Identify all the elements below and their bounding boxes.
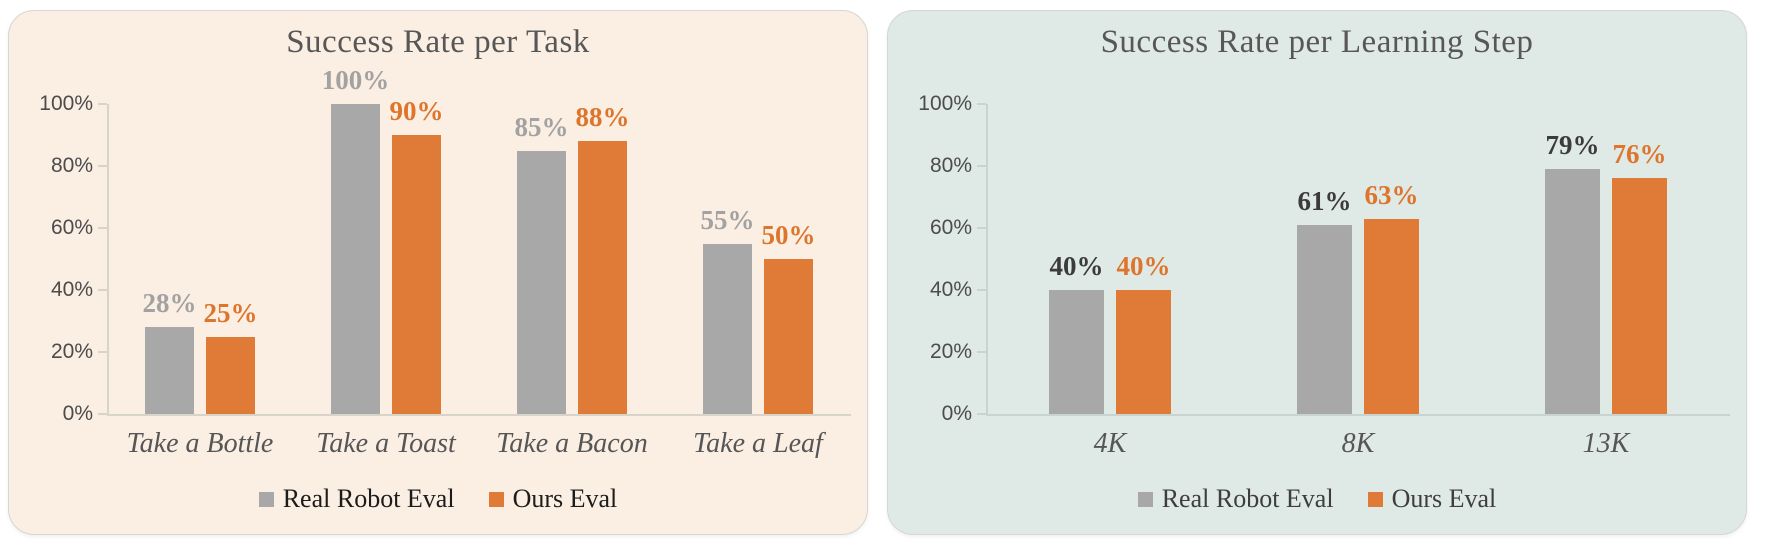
bar-ours-eval	[764, 259, 813, 414]
y-tick-mark	[98, 103, 107, 105]
y-tick-label: 20%	[929, 340, 972, 363]
x-category-label: Take a Toast	[316, 428, 456, 459]
y-tick-label: 20%	[50, 340, 93, 363]
bar-ours-eval	[1612, 178, 1667, 414]
y-tick-label: 40%	[50, 278, 93, 301]
y-tick-mark	[98, 227, 107, 229]
x-axis-line	[107, 414, 851, 416]
legend-marker-real-robot-eval	[1137, 491, 1153, 507]
y-tick-mark	[98, 351, 107, 353]
y-tick-label: 60%	[50, 216, 93, 239]
x-category-label: 4K	[1093, 428, 1127, 459]
bar-ours-eval	[1364, 218, 1419, 414]
y-tick-mark	[98, 413, 107, 415]
bar-value-label: 85%	[514, 111, 569, 142]
bar-real-robot-eval	[1545, 169, 1600, 414]
x-category-label: Take a Bacon	[496, 428, 648, 459]
x-category-label: 13K	[1582, 428, 1630, 459]
y-axis-line	[986, 104, 988, 414]
legend-marker-ours-eval	[488, 491, 504, 507]
bar-real-robot-eval	[331, 104, 380, 414]
bar-value-label: 76%	[1612, 139, 1667, 170]
x-category-label: Take a Leaf	[693, 428, 823, 459]
bar-value-label: 100%	[321, 65, 390, 95]
legend-item-real-robot-eval: Real Robot Eval	[258, 484, 455, 513]
panel-success-rate-per-task: Success Rate per Task 100% 80% 60% 40% 20% 0%…	[8, 10, 868, 535]
bar-real-robot-eval	[145, 327, 194, 414]
bar-value-label: 50%	[761, 220, 816, 250]
bar-value-label: 55%	[700, 204, 755, 235]
y-tick-mark	[98, 165, 107, 167]
bar-ours-eval	[1116, 290, 1171, 414]
y-axis-line	[107, 104, 109, 414]
bar-value-label: 40%	[1049, 251, 1104, 281]
y-tick-label: 0%	[62, 402, 93, 425]
y-tick-label: 100%	[39, 92, 93, 115]
y-tick-mark	[977, 103, 986, 105]
legend-label: Ours Eval	[1391, 484, 1497, 513]
legend: Real Robot Eval Ours Eval	[888, 486, 1746, 512]
chart-title: Success Rate per Task	[286, 24, 590, 60]
legend-label: Real Robot Eval	[282, 484, 455, 513]
chart-title: Success Rate per Learning Step	[1100, 24, 1534, 60]
bar-value-label: 40%	[1116, 251, 1171, 281]
y-tick-label: 40%	[929, 278, 972, 301]
bar-real-robot-eval	[1297, 224, 1352, 414]
legend-label: Ours Eval	[512, 484, 618, 513]
bar-ours-eval	[392, 135, 441, 414]
bar-ours-eval	[578, 141, 627, 414]
y-tick-mark	[977, 165, 986, 167]
bar-value-label: 88%	[575, 102, 630, 133]
legend-item-ours-eval: Ours Eval	[488, 484, 618, 513]
legend-item-real-robot-eval: Real Robot Eval	[1137, 484, 1334, 513]
y-tick-mark	[977, 227, 986, 229]
y-tick-mark	[977, 351, 986, 353]
bar-value-label: 90%	[389, 96, 444, 126]
bar-real-robot-eval	[703, 243, 752, 414]
y-tick-label: 80%	[50, 154, 93, 177]
x-axis-line	[986, 414, 1730, 416]
y-tick-label: 0%	[941, 402, 972, 425]
y-tick-label: 80%	[929, 154, 972, 177]
bar-ours-eval	[206, 336, 255, 414]
y-tick-mark	[977, 413, 986, 415]
legend-marker-ours-eval	[1367, 491, 1383, 507]
bar-value-label: 25%	[203, 297, 258, 328]
legend-item-ours-eval: Ours Eval	[1367, 484, 1497, 513]
panel-success-rate-per-learning-step: Success Rate per Learning Step 100% 80% 60…	[887, 10, 1747, 535]
y-tick-label: 60%	[929, 216, 972, 239]
bar-real-robot-eval	[517, 150, 566, 414]
bar-real-robot-eval	[1049, 290, 1104, 414]
legend: Real Robot Eval Ours Eval	[9, 486, 867, 512]
bar-value-label: 63%	[1364, 179, 1419, 210]
y-tick-mark	[977, 289, 986, 291]
bar-value-label: 79%	[1545, 130, 1600, 161]
y-tick-label: 100%	[918, 92, 972, 115]
x-category-label: Take a Bottle	[126, 428, 274, 459]
legend-label: Real Robot Eval	[1161, 484, 1334, 513]
legend-marker-real-robot-eval	[258, 491, 274, 507]
bar-value-label: 61%	[1297, 185, 1352, 216]
y-tick-mark	[98, 289, 107, 291]
x-category-label: 8K	[1341, 428, 1375, 459]
bar-value-label: 28%	[142, 288, 197, 319]
